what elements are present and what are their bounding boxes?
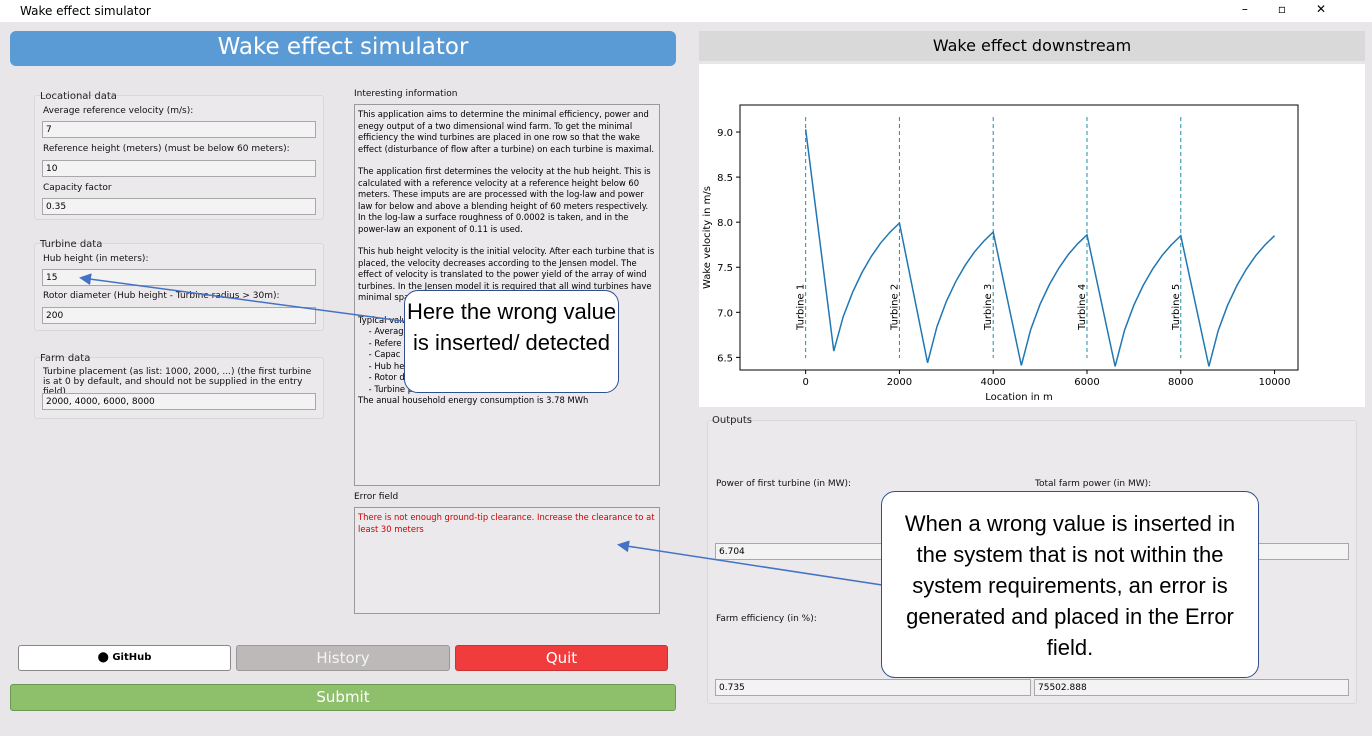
quit-button[interactable]: Quit (455, 645, 668, 671)
error-box: There is not enough ground-tip clearance… (354, 507, 660, 614)
group-title: Locational data (40, 91, 117, 102)
turbine-label: Turbine 4 (1077, 284, 1088, 331)
chart: 0 2000 4000 6000 8000 10000 6.5 7.0 7.5 8.0 8.5 9.0… (699, 64, 1365, 407)
info-paragraph: The anual household energy consumption i… (358, 395, 589, 405)
turbine-label: Turbine 1 (796, 284, 807, 331)
line-series (804, 129, 1276, 367)
y-tick-label: 7.5 (717, 263, 733, 274)
x-axis-label: Location in m (985, 392, 1053, 403)
github-button[interactable]: ⬤ GitHub (18, 645, 231, 671)
y-tick-label: 6.5 (717, 353, 733, 364)
field-label: Farm efficiency (in %): (716, 614, 817, 624)
info-paragraph: - Capac (358, 349, 401, 359)
x-tick-label: 10000 (1259, 377, 1291, 388)
y-tick-label: 9.0 (717, 128, 733, 139)
field-label: Turbine placement (as list: 1000, 2000, … (43, 367, 312, 397)
field-label: Hub height (in meters): (43, 254, 149, 264)
group-title: Outputs (712, 415, 752, 426)
plot-header: Wake effect downstream (699, 31, 1365, 61)
field-label: Capacity factor (43, 183, 112, 193)
x-tick-label: 6000 (1074, 377, 1099, 388)
input[interactable]: 2000, 4000, 6000, 8000 (42, 393, 316, 410)
info-paragraph: - Rotor d (358, 372, 405, 382)
info-paragraph: - Averag (358, 326, 404, 336)
input[interactable]: 10 (42, 160, 316, 177)
callout: Here the wrong value is inserted/ detect… (404, 290, 619, 393)
output-field: 0.735 (715, 679, 1031, 696)
y-tick-label: 8.0 (717, 218, 733, 229)
turbine-label: Turbine 5 (1171, 284, 1182, 331)
plot-frame (739, 104, 1299, 371)
y-tick-label: 8.5 (717, 173, 733, 184)
x-tick-label: 2000 (887, 377, 912, 388)
x-tick-label: 8000 (1168, 377, 1193, 388)
window-controls[interactable]: –▫✕ (1241, 2, 1356, 16)
info-paragraph: - Hub he (358, 360, 405, 371)
history-button[interactable]: History (236, 645, 450, 671)
callout: When a wrong value is inserted in the sy… (881, 491, 1259, 678)
info-paragraph: - Refere (358, 337, 402, 348)
output-field: 75502.888 (1034, 679, 1349, 696)
input[interactable]: 0.35 (42, 198, 316, 215)
x-tick-label: 0 (802, 377, 808, 388)
info-paragraph: This application aims to determine the m… (358, 109, 655, 154)
group-title: Turbine data (40, 239, 103, 250)
info-paragraph: The application first determines the vel… (358, 166, 654, 234)
y-tick-label: 7.0 (717, 308, 733, 319)
x-tick-label: 4000 (980, 377, 1005, 388)
turbine-label: Turbine 2 (889, 284, 900, 331)
header: Wake effect simulator (10, 31, 676, 66)
field-label: Reference height (meters) (must be below… (43, 144, 290, 154)
y-axis-label: Wake velocity in m/s (702, 186, 713, 289)
input[interactable]: 15 (42, 269, 316, 286)
input[interactable]: 200 (42, 307, 316, 324)
button-label: GitHub (112, 652, 152, 663)
submit-button[interactable]: Submit (10, 684, 676, 711)
window-title: Wake effect simulator (20, 4, 151, 18)
info-paragraph: This hub height velocity is the initial … (358, 246, 657, 302)
input[interactable]: 7 (42, 121, 316, 138)
field-label: Total farm power (in MW): (1035, 479, 1152, 489)
field-label: Average reference velocity (m/s): (43, 106, 194, 116)
info-title: Interesting information (354, 89, 458, 99)
field-label: Rotor diameter (Hub height - Turbine rad… (43, 291, 280, 301)
field-label: Power of first turbine (in MW): (716, 479, 852, 489)
title-bar: Wake effect simulator –▫✕ (0, 0, 1372, 22)
turbine-label: Turbine 3 (983, 284, 994, 331)
group-title: Farm data (40, 353, 91, 364)
error-title: Error field (354, 492, 399, 502)
